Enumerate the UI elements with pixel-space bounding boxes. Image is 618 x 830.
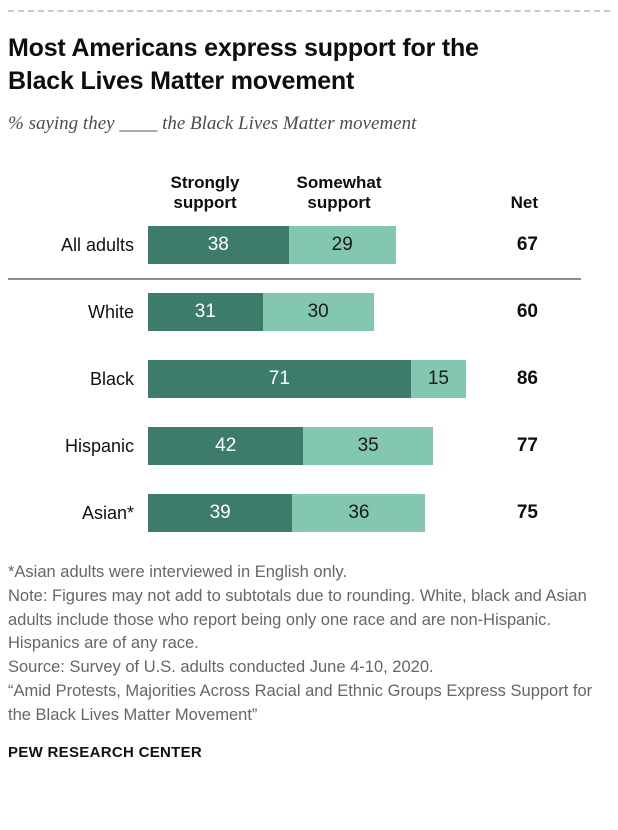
blm-support-chart: Strongly support Somewhat support Net Al… (8, 163, 581, 532)
page-title: Most Americans express support for the B… (8, 34, 479, 95)
bar-segment-strongly-support: 42 (148, 427, 304, 465)
chart-row: Hispanic 42 35 77 (8, 427, 568, 465)
bar-segment-somewhat-support: 35 (303, 427, 433, 465)
bar-segment-strongly-support: 38 (148, 226, 289, 264)
net-value: 77 (516, 435, 538, 456)
chart-row: All adults 38 29 67 (8, 226, 568, 264)
top-dashed-rule (8, 10, 610, 12)
bar-segment-somewhat-support: 29 (288, 226, 396, 264)
bar-track: 31 30 (148, 293, 374, 331)
category-label: White (87, 301, 134, 322)
bar-segment-somewhat-support: 30 (262, 293, 374, 331)
net-header: Net (510, 193, 538, 212)
chart-row: Black 71 15 86 (8, 360, 568, 398)
footnote-asterisk: *Asian adults were interviewed in Englis… (8, 563, 348, 581)
footnotes: *Asian adults were interviewed in Englis… (8, 561, 610, 727)
bar-segment-somewhat-support: 15 (410, 360, 467, 398)
chart-subtitle: % saying they ____ the Black Lives Matte… (8, 113, 417, 134)
footnote-report-title: “Amid Protests, Majorities Across Racial… (8, 681, 593, 724)
net-value: 60 (516, 301, 538, 322)
pew-research-center-logo-text: PEW RESEARCH CENTER (8, 744, 203, 762)
chart-column-headers: Strongly support Somewhat support Net (8, 163, 568, 213)
chart-row: White 31 30 60 (8, 293, 568, 331)
net-value: 75 (516, 502, 538, 523)
bar-track: 71 15 (148, 360, 467, 398)
section-divider (8, 278, 581, 280)
category-label: Black (89, 368, 134, 389)
bar-track: 42 35 (148, 427, 433, 465)
chart-rows: All adults 38 29 67 White 31 30 60 Black 71 15 86 Hi… (8, 226, 581, 532)
net-value: 86 (516, 368, 538, 389)
somewhat-support-header: Somewhat support (296, 172, 382, 212)
chart-row: Asian* 39 36 75 (8, 494, 568, 532)
category-label: Hispanic (64, 435, 134, 456)
footnote-source: Source: Survey of U.S. adults conducted … (8, 658, 434, 676)
bar-track: 38 29 (148, 226, 396, 264)
bar-track: 39 36 (148, 494, 426, 532)
bar-segment-strongly-support: 31 (148, 293, 263, 331)
category-label: Asian* (81, 502, 134, 523)
net-value: 67 (516, 234, 538, 255)
bar-segment-somewhat-support: 36 (292, 494, 426, 532)
category-label: All adults (60, 234, 134, 255)
bar-segment-strongly-support: 71 (148, 360, 411, 398)
bar-segment-strongly-support: 39 (148, 494, 293, 532)
footnote-note: Note: Figures may not add to subtotals d… (8, 586, 587, 653)
strongly-support-header: Strongly support (170, 172, 240, 212)
